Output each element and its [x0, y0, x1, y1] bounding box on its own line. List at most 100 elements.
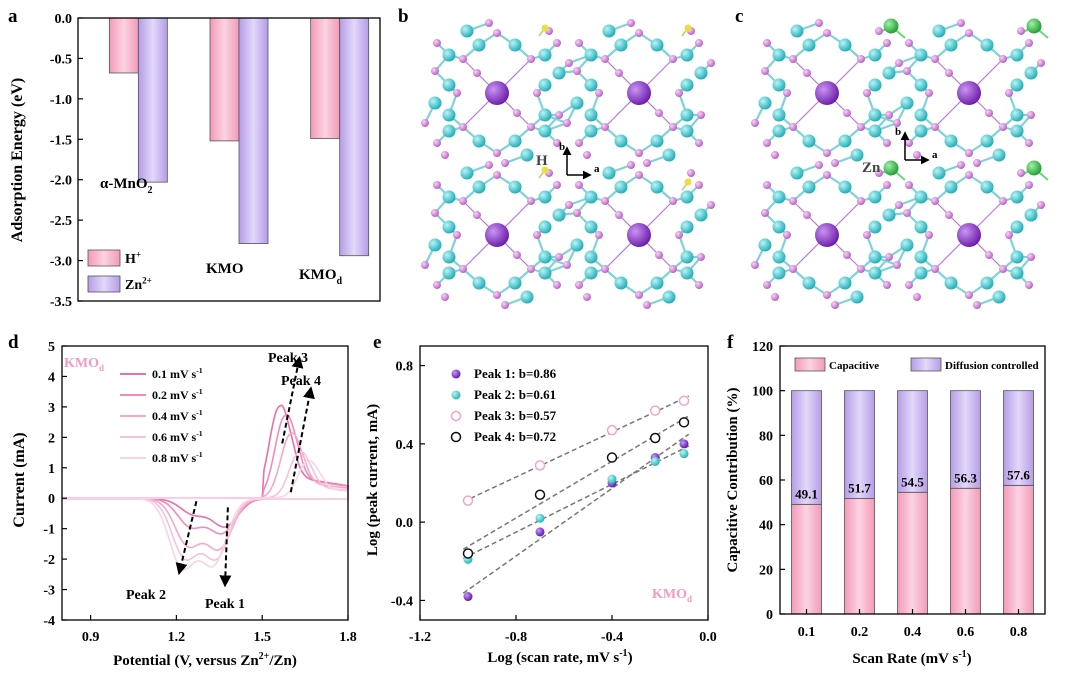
panel-a: a 0.0 -0.5 -1.0 -1.5 -2.0 -2.5 -3.0 -3.5 Adsorp…	[8, 6, 381, 310]
o-atom	[857, 123, 865, 131]
o-atom	[635, 291, 643, 299]
y-tick-label: 4	[48, 370, 55, 385]
category-label: KMO	[206, 261, 244, 277]
o-atom	[945, 69, 953, 77]
legend-label: Zn2+	[125, 275, 152, 293]
o-atom	[783, 231, 791, 239]
o-atom	[527, 197, 535, 205]
fit-line-Peak 2: b=0.61	[462, 445, 690, 560]
mn-atom	[662, 148, 676, 162]
o-atom	[697, 253, 705, 261]
mn-atom	[570, 96, 584, 110]
o-atom	[459, 123, 467, 131]
x-tick-label: 0.6	[957, 625, 975, 640]
y-tick-label: 0	[766, 608, 773, 623]
o-atom	[857, 265, 865, 273]
panel-c: c b a Zn	[735, 6, 1049, 309]
o-atom	[527, 55, 535, 63]
mn-atom	[1010, 48, 1024, 62]
panel-label-e: e	[373, 332, 381, 353]
o-atom	[583, 151, 591, 159]
o-atom	[771, 293, 779, 301]
o-atom	[563, 261, 571, 269]
legend-label: 0.4 mV s-1	[152, 408, 203, 423]
h-atom	[541, 166, 549, 174]
o-atom	[751, 119, 759, 127]
mn-atom	[442, 220, 456, 234]
mn-atom	[538, 124, 552, 138]
mn-atom	[650, 276, 664, 290]
o-atom	[493, 171, 501, 179]
o-atom	[925, 231, 933, 239]
y-tick-label: 0.8	[396, 360, 414, 375]
o-atom	[533, 231, 541, 239]
point-Peak 2: b=0.61	[607, 474, 617, 484]
y-tick-label: -1.0	[50, 93, 72, 108]
mn-atom	[914, 108, 928, 122]
o-atom	[913, 151, 921, 159]
mn-atom	[914, 190, 928, 204]
o-atom	[973, 301, 981, 309]
mn-atom	[602, 166, 616, 180]
bar-Diffusion controlled-0.1	[791, 390, 822, 505]
y-tick-label: 80	[759, 429, 773, 444]
o-atom	[655, 251, 663, 259]
k-atom	[957, 81, 981, 105]
panel-f-frame	[779, 345, 1046, 615]
bar-Diffusion controlled-0.2	[844, 390, 875, 499]
point-Peak 3: b=0.57	[678, 395, 690, 407]
legend-swatch	[87, 249, 121, 267]
bar-Diffusion controlled-0.4	[897, 390, 928, 493]
point-Peak 3: b=0.57	[606, 424, 618, 436]
o-atom	[1025, 39, 1033, 47]
cv-curve-0.8 mV s-1	[61, 459, 349, 571]
h-atom-label: H	[536, 153, 548, 169]
y-tick-label: -2	[43, 553, 55, 568]
o-atom	[831, 159, 839, 167]
o-atom	[473, 211, 481, 219]
mn-atom	[838, 38, 852, 52]
mn-atom	[932, 24, 946, 38]
o-atom	[875, 169, 883, 177]
mn-atom	[1024, 208, 1038, 222]
panel-e-fit-lines	[462, 395, 690, 594]
y-tick-label: -0.4	[391, 594, 413, 609]
panel-label-c: c	[735, 6, 743, 27]
zn-atom	[883, 18, 899, 34]
panel-d-cv-curves	[61, 404, 349, 571]
o-atom	[815, 19, 823, 27]
y-tick-label: -1	[43, 523, 55, 538]
legend-marker	[450, 410, 462, 422]
k-atom	[627, 81, 651, 105]
panel-a-bars	[108, 17, 370, 257]
o-atom	[789, 55, 797, 63]
point-Peak 2: b=0.61	[535, 513, 545, 523]
crystal-structure-zn	[751, 18, 1049, 309]
o-atom	[761, 209, 769, 217]
o-atom	[965, 171, 973, 179]
mn-atom	[508, 276, 522, 290]
legend-swatch	[910, 357, 942, 372]
panel-f-xlabel: Scan Rate (mV s-1)	[852, 649, 971, 667]
mn-atom	[520, 290, 534, 304]
mn-atom	[650, 180, 664, 194]
o-atom	[687, 169, 695, 177]
mn-atom	[980, 134, 994, 148]
o-atom	[999, 123, 1007, 131]
o-atom	[601, 197, 609, 205]
o-atom	[857, 55, 865, 63]
x-tick-label: 0.0	[699, 630, 717, 645]
o-atom	[575, 181, 583, 189]
mn-atom	[472, 180, 486, 194]
y-tick-label: 0.0	[55, 12, 73, 27]
panel-label-d: d	[8, 332, 19, 353]
atoms	[421, 19, 715, 309]
mn-atom	[584, 220, 598, 234]
o-atom	[635, 29, 643, 37]
o-atom	[1027, 253, 1035, 261]
o-atom	[913, 293, 921, 301]
mn-atom	[584, 190, 598, 204]
o-atom	[843, 251, 851, 259]
y-tick-label: -0.5	[50, 52, 72, 67]
